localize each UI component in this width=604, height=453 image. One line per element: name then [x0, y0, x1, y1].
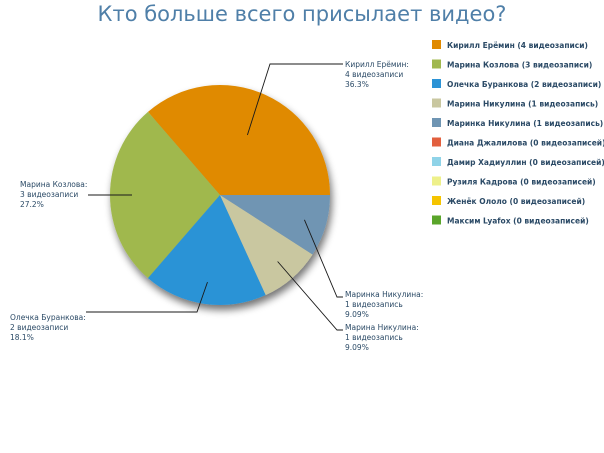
slice-label-line: 1 видеозапись	[345, 333, 403, 342]
legend-item-5: Маринка Никулина (1 видеозапись)	[447, 119, 603, 128]
legend-item-2: Марина Козлова (3 видеозаписи)	[447, 61, 592, 70]
slice-label-line: 27.2%	[20, 200, 44, 209]
pie-slice-3	[147, 195, 266, 305]
slice-label-line: Кирилл Ерёмин:	[345, 60, 409, 69]
slice-label-line: 36.3%	[345, 80, 369, 89]
slice-label-line: 2 видеозаписи	[10, 323, 68, 332]
pie-slice-4	[220, 195, 313, 296]
slice-label-line: 4 видеозаписи	[345, 70, 403, 79]
slice-label-5: Маринка Никулина: 1 видеозапись 9.09%	[345, 290, 423, 319]
legend-item-10: Максим Lyafox (0 видеозаписей)	[447, 217, 589, 226]
pie-slice-2	[110, 111, 220, 279]
pie-slice-5	[220, 195, 330, 255]
slice-label-line: 18.1%	[10, 333, 34, 342]
legend-swatch	[432, 176, 441, 186]
slice-label-3: Олечка Буранкова: 2 видеозаписи 18.1%	[10, 313, 86, 342]
slice-label-line: Марина Козлова:	[20, 180, 87, 189]
leader-line-3	[86, 281, 208, 313]
slice-label-4: Марина Никулина: 1 видеозапись 9.09%	[345, 323, 419, 352]
legend-swatch	[432, 137, 441, 147]
legend-swatch	[432, 118, 441, 127]
slice-label-line: Олечка Буранкова:	[10, 313, 86, 322]
legend-item-9: Женёк Ололо (0 видеозаписей)	[447, 197, 585, 206]
legend-item-1: Кирилл Ерёмин (4 видеозаписи)	[447, 41, 588, 50]
slice-label-line: 3 видеозаписи	[20, 190, 78, 199]
slice-label-line: 1 видеозапись	[345, 300, 403, 309]
slice-label-line: 9.09%	[345, 310, 369, 319]
legend-swatch	[432, 215, 441, 225]
slice-label-2: Марина Козлова: 3 видеозаписи 27.2%	[20, 180, 87, 209]
slice-label-line: Маринка Никулина:	[345, 290, 423, 299]
legend-swatch	[432, 40, 441, 49]
legend-item-6: Диана Джалилова (0 видеозаписей)	[447, 139, 604, 148]
legend: Кирилл Ерёмин (4 видеозаписи) Марина Козл…	[432, 40, 604, 226]
chart-title: Кто больше всего присылает видео?	[97, 2, 507, 26]
legend-item-4: Марина Никулина (1 видеозапись)	[447, 100, 598, 109]
legend-swatch	[432, 98, 441, 108]
legend-swatch	[432, 157, 441, 166]
legend-swatch	[432, 196, 441, 205]
slice-label-line: Марина Никулина:	[345, 323, 419, 332]
slice-label-1: Кирилл Ерёмин: 4 видеозаписи 36.3%	[345, 60, 409, 89]
leader-line-5	[304, 219, 343, 298]
leader-lines	[86, 63, 343, 331]
legend-item-3: Олечка Буранкова (2 видеозаписи)	[447, 80, 601, 89]
pie-slice-1	[147, 84, 330, 195]
slice-label-line: 9.09%	[345, 343, 369, 352]
legend-item-7: Дамир Хадиуллин (0 видеозаписей)	[447, 158, 604, 167]
legend-swatch	[432, 59, 441, 69]
slice-labels: Кирилл Ерёмин: 4 видеозаписи 36.3% Марина К…	[10, 60, 423, 352]
leader-line-1	[246, 63, 343, 136]
pie-slices	[110, 84, 330, 305]
legend-swatch	[432, 79, 441, 88]
legend-item-8: Рузиля Кадрова (0 видеозаписей)	[447, 178, 596, 187]
leader-line-4	[277, 261, 343, 331]
